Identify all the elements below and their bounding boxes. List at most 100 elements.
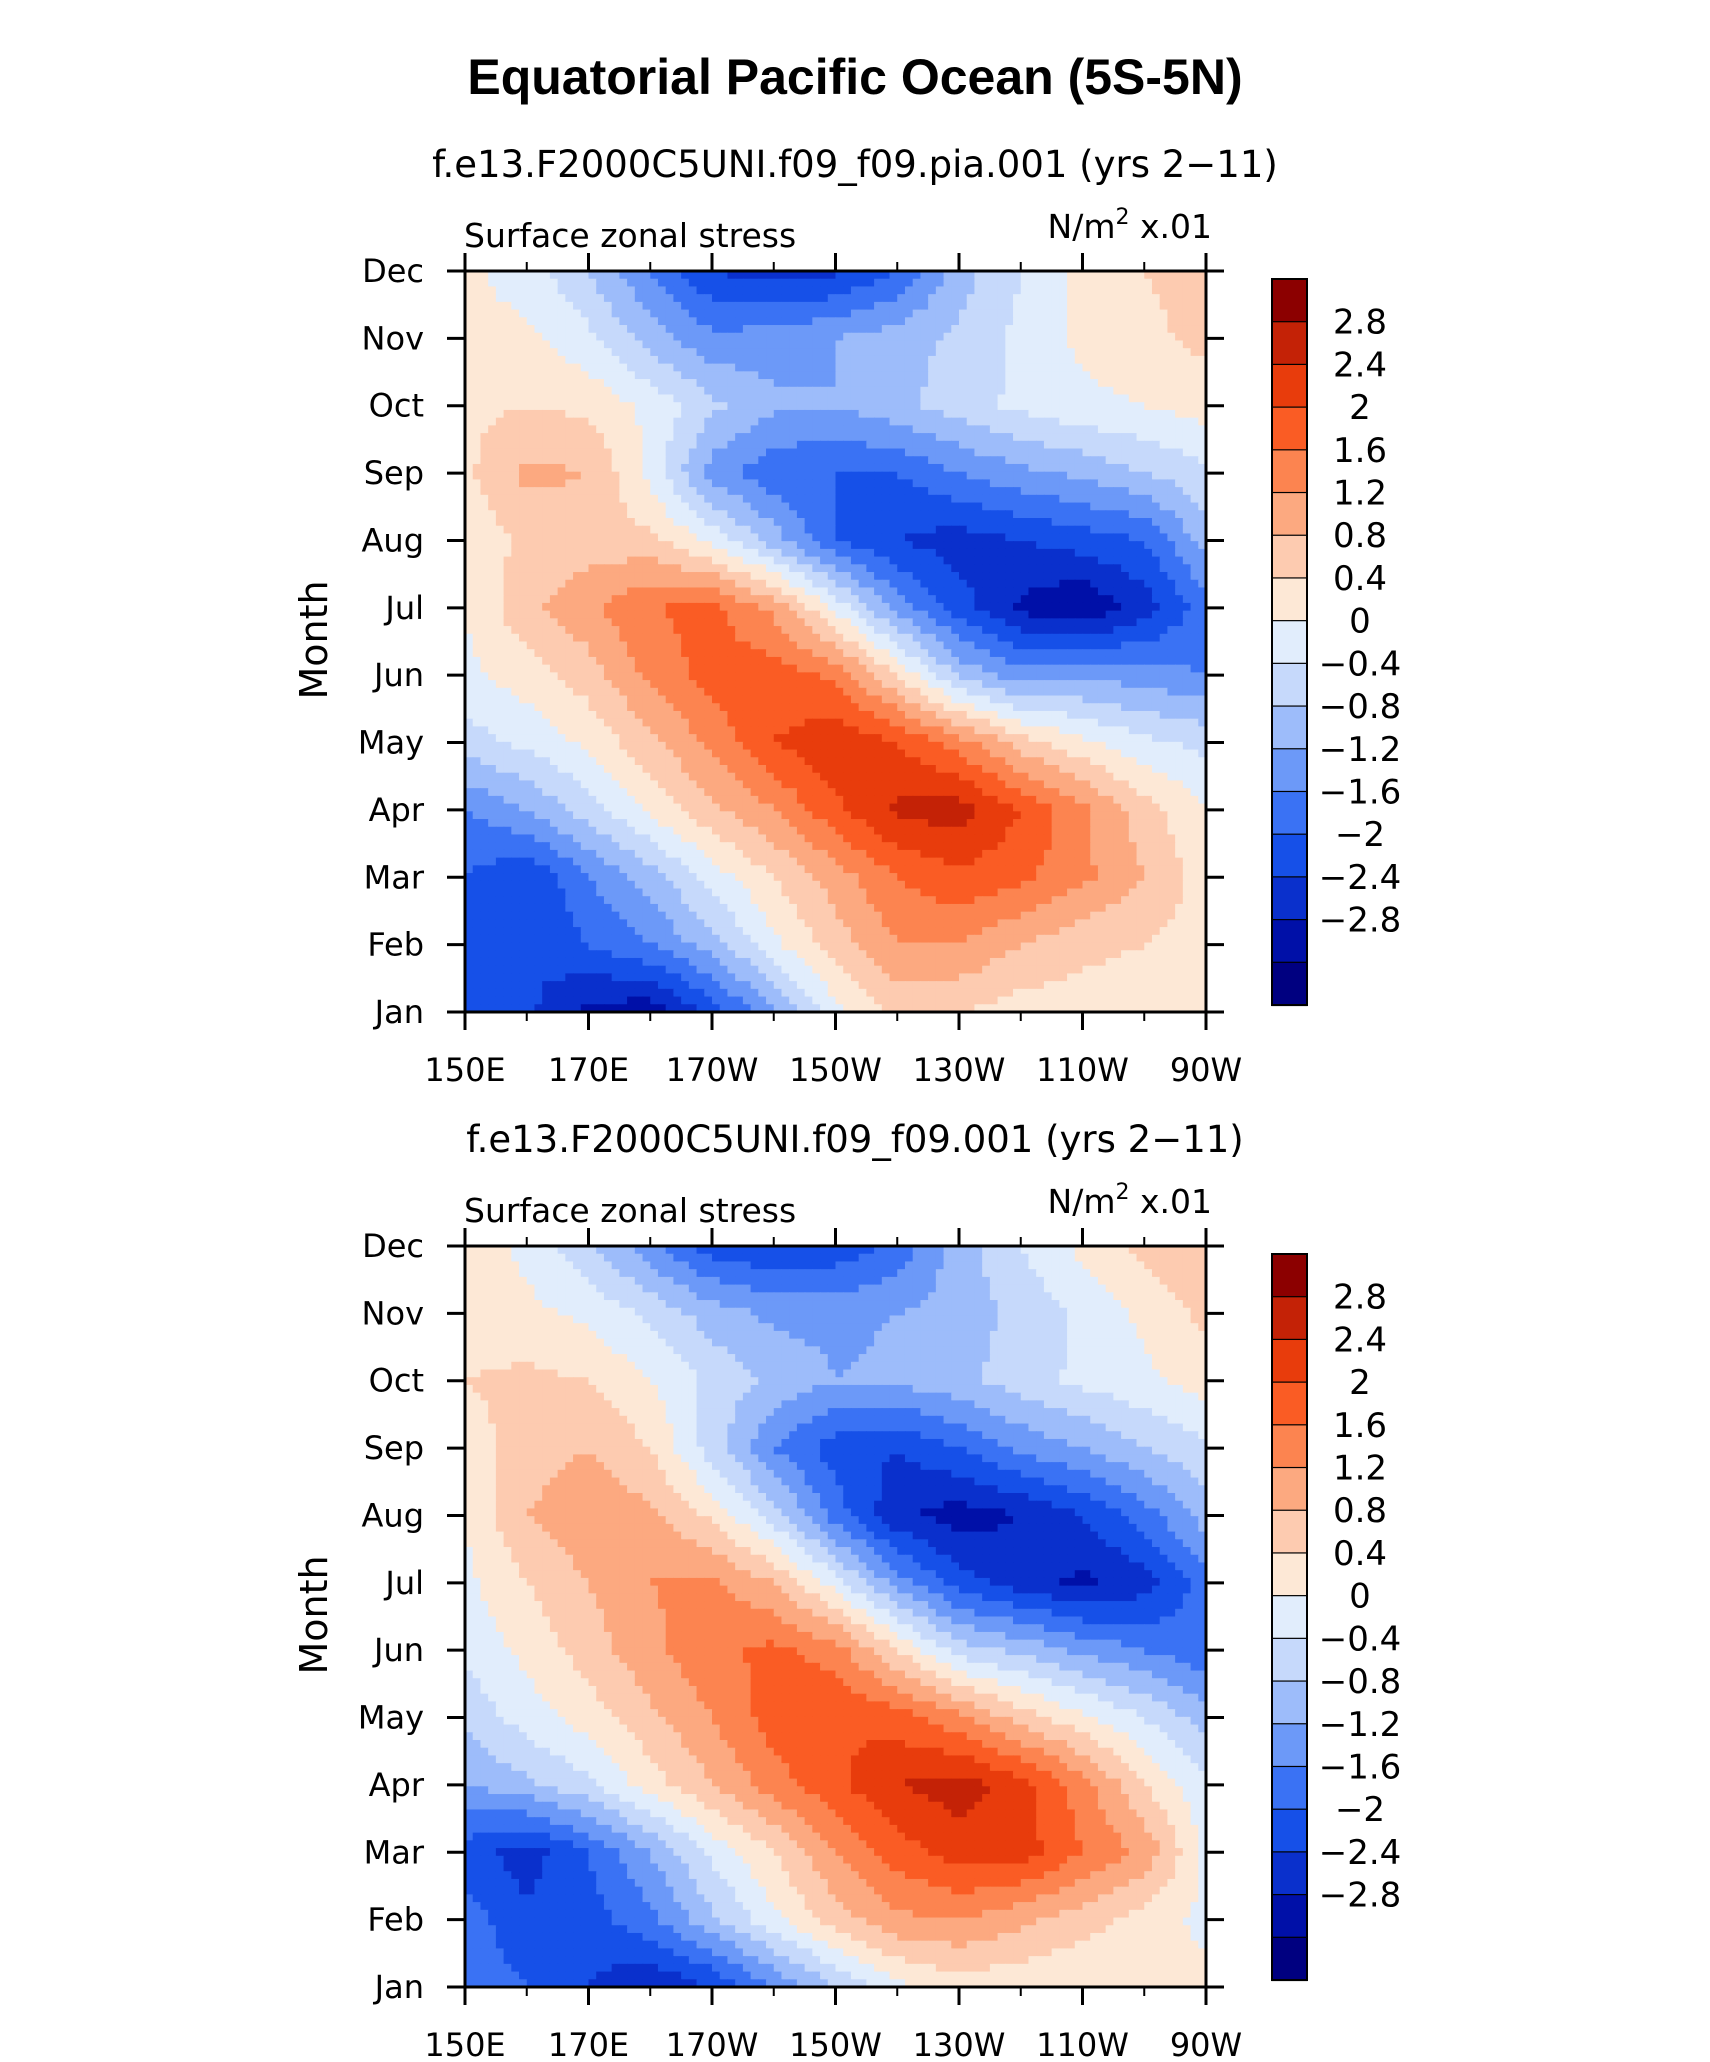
panel-1-heatmap-cell — [1191, 564, 1199, 572]
panel-1-heatmap-cell — [990, 279, 998, 287]
panel-1-heatmap-cell — [751, 526, 759, 534]
panel-1-heatmap-cell — [496, 464, 504, 472]
panel-1-heatmap-cell — [905, 348, 913, 356]
panel-1-heatmap-cell — [890, 310, 898, 318]
panel-1-heatmap-cell — [473, 348, 481, 356]
panel-1-heatmap-cell — [982, 580, 990, 588]
panel-1-heatmap-cell — [480, 557, 488, 565]
panel-1-heatmap-cell — [944, 356, 952, 364]
panel-1-heatmap-cell — [1036, 364, 1044, 372]
panel-1-heatmap-cell — [1160, 441, 1168, 449]
panel-1-heatmap-cell — [1175, 340, 1183, 348]
panel-1-heatmap-cell — [812, 634, 820, 642]
panel-1-heatmap-cell — [1113, 526, 1121, 534]
panel-1-heatmap-cell — [1152, 611, 1160, 619]
panel-1-heatmap-cell — [1183, 364, 1191, 372]
panel-1-heatmap-cell — [511, 626, 519, 634]
panel-1-heatmap-cell — [596, 549, 604, 557]
panel-1-heatmap-cell — [1106, 410, 1114, 418]
panel-1-heatmap-cell — [859, 317, 867, 325]
panel-1-heatmap-cell — [619, 410, 627, 418]
panel-1-heatmap-cell — [1106, 340, 1114, 348]
panel-1-heatmap-cell — [959, 642, 967, 650]
panel-1-heatmap-cell — [812, 410, 820, 418]
panel-1-heatmap-cell — [712, 611, 720, 619]
panel-1-heatmap-cell — [758, 410, 766, 418]
panel-1-heatmap-cell — [920, 371, 928, 379]
panel-1-heatmap-cell — [589, 379, 597, 387]
panel-1-heatmap-cell — [789, 510, 797, 518]
panel-1-heatmap-cell — [890, 449, 898, 457]
panel-1-heatmap-cell — [843, 541, 851, 549]
panel-1-heatmap-cell — [558, 649, 566, 657]
panel-1-heatmap-cell — [1021, 564, 1029, 572]
panel-1-heatmap-cell — [743, 356, 751, 364]
panel-1-heatmap-cell — [727, 449, 735, 457]
panel-1-heatmap-cell — [720, 348, 728, 356]
panel-1-heatmap-cell — [635, 325, 643, 333]
panel-1-heatmap-cell — [1013, 286, 1021, 294]
panel-1-heatmap-cell — [1129, 387, 1137, 395]
panel-1-heatmap-cell — [990, 418, 998, 426]
panel-1-heatmap-cell — [936, 456, 944, 464]
panel-1-heatmap-cell — [928, 286, 936, 294]
panel-1-heatmap-cell — [1167, 580, 1175, 588]
panel-1-heatmap-cell — [1005, 449, 1013, 457]
panel-1-heatmap-cell — [905, 634, 913, 642]
panel-1-heatmap-cell — [920, 325, 928, 333]
panel-1-heatmap-cell — [720, 379, 728, 387]
panel-1-heatmap-cell — [666, 456, 674, 464]
panel-1-heatmap-cell — [1152, 286, 1160, 294]
panel-1-heatmap-cell — [758, 340, 766, 348]
panel-1-heatmap-cell — [1098, 533, 1106, 541]
panel-1-heatmap-cell — [488, 518, 496, 526]
panel-1-heatmap-cell — [542, 634, 550, 642]
panel-1-heatmap-cell — [998, 402, 1006, 410]
panel-1-heatmap-cell — [851, 425, 859, 433]
panel-1-heatmap-cell — [558, 333, 566, 341]
panel-1-heatmap-cell — [511, 495, 519, 503]
panel-1-heatmap-cell — [828, 387, 836, 395]
panel-1-heatmap-cell — [1090, 441, 1098, 449]
panel-1-heatmap-cell — [689, 611, 697, 619]
panel-1-heatmap-cell — [1106, 665, 1114, 673]
panel-1-heatmap-cell — [480, 441, 488, 449]
panel-1-heatmap-cell — [890, 526, 898, 534]
panel-1-heatmap-cell — [959, 603, 967, 611]
panel-1-heatmap-cell — [1167, 410, 1175, 418]
panel-1-heatmap-cell — [974, 503, 982, 511]
panel-1-heatmap-cell — [928, 410, 936, 418]
panel-1-heatmap-cell — [534, 464, 542, 472]
panel-1-heatmap-cell — [805, 279, 813, 287]
panel-1-heatmap-cell — [905, 371, 913, 379]
panel-1-heatmap-cell — [1113, 371, 1121, 379]
panel-1-heatmap-cell — [897, 572, 905, 580]
panel-1-heatmap-cell — [735, 464, 743, 472]
panel-1-heatmap-cell — [504, 549, 512, 557]
panel-1-heatmap-cell — [550, 395, 558, 403]
panel-1-heatmap-cell — [565, 503, 573, 511]
panel-1-heatmap-cell — [565, 356, 573, 364]
panel-1-heatmap-cell — [866, 464, 874, 472]
panel-1-heatmap-cell — [735, 333, 743, 341]
panel-1-heatmap-cell — [527, 634, 535, 642]
panel-1-heatmap-cell — [897, 642, 905, 650]
panel-1-heatmap-cell — [704, 464, 712, 472]
panel-1-heatmap-cell — [828, 425, 836, 433]
panel-1-heatmap-cell — [967, 464, 975, 472]
panel-1-heatmap-cell — [812, 371, 820, 379]
panel-1-heatmap-cell — [805, 595, 813, 603]
panel-1-heatmap-cell — [1106, 294, 1114, 302]
panel-1-heatmap-cell — [982, 449, 990, 457]
panel-1-heatmap-cell — [1098, 410, 1106, 418]
panel-1-heatmap-cell — [1144, 487, 1152, 495]
panel-1-heatmap-cell — [1098, 286, 1106, 294]
panel-1-heatmap-cell — [897, 433, 905, 441]
panel-1-heatmap-cell — [751, 657, 759, 665]
panel-1-heatmap-cell — [836, 580, 844, 588]
panel-1-heatmap-cell — [511, 333, 519, 341]
panel-1-heatmap-cell — [1167, 549, 1175, 557]
panel-1-heatmap-cell — [751, 464, 759, 472]
panel-1-heatmap-cell — [1098, 302, 1106, 310]
panel-1-heatmap-cell — [550, 294, 558, 302]
